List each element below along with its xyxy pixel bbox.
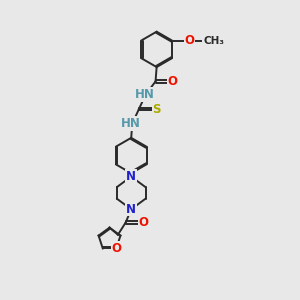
Text: CH₃: CH₃ [204,35,225,46]
Text: O: O [111,242,121,255]
Text: O: O [184,34,195,47]
Text: HN: HN [121,117,141,130]
Text: O: O [138,216,148,229]
Text: HN: HN [134,88,154,101]
Text: S: S [152,103,161,116]
Text: O: O [168,75,178,88]
Text: N: N [126,170,136,183]
Text: N: N [126,170,136,183]
Text: N: N [126,203,136,216]
